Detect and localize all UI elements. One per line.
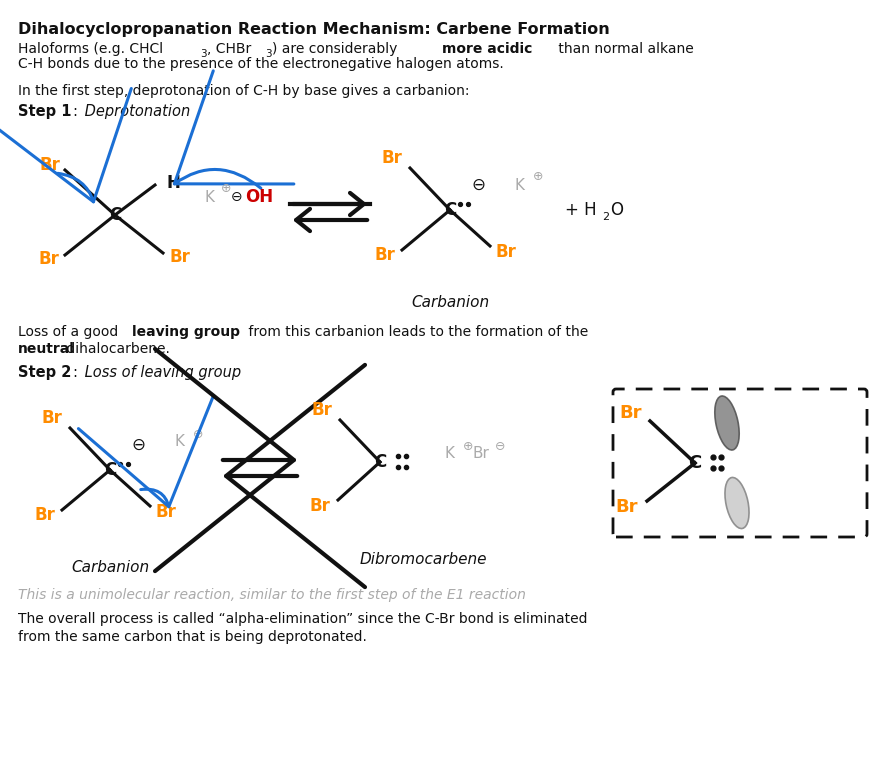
Text: C: C <box>104 461 116 479</box>
Text: This is a unimolecular reaction, similar to the first step of the E1 reaction: This is a unimolecular reaction, similar… <box>18 588 526 602</box>
Text: ⊕: ⊕ <box>533 170 543 184</box>
Text: OH: OH <box>245 188 273 206</box>
Text: Br: Br <box>34 506 56 524</box>
Text: from this carbanion leads to the formation of the: from this carbanion leads to the formati… <box>244 325 588 339</box>
Text: C: C <box>374 453 386 471</box>
Text: Br: Br <box>496 243 517 261</box>
Text: Br: Br <box>155 503 176 521</box>
Text: Br: Br <box>620 404 642 422</box>
Text: from the same carbon that is being deprotonated.: from the same carbon that is being depro… <box>18 630 367 644</box>
Text: Br: Br <box>382 149 402 167</box>
Text: Br: Br <box>616 498 639 516</box>
Text: ) are considerably: ) are considerably <box>272 42 401 56</box>
Text: C: C <box>444 201 456 219</box>
Text: Deprotonation: Deprotonation <box>80 104 191 119</box>
Text: 3: 3 <box>265 49 272 59</box>
Text: Step 2: Step 2 <box>18 365 71 380</box>
Text: ⊖: ⊖ <box>131 436 145 454</box>
Text: leaving group: leaving group <box>132 325 240 339</box>
Text: more acidic: more acidic <box>442 42 533 56</box>
Text: Carbanion: Carbanion <box>411 295 489 310</box>
Text: Dihalocyclopropanation Reaction Mechanism: Carbene Formation: Dihalocyclopropanation Reaction Mechanis… <box>18 22 609 37</box>
Text: ⊖: ⊖ <box>471 176 485 194</box>
Text: neutral: neutral <box>18 342 75 356</box>
Text: Br: Br <box>310 497 331 515</box>
Text: O: O <box>610 201 623 219</box>
Text: C: C <box>688 454 701 472</box>
Text: C: C <box>108 206 121 224</box>
Text: 2: 2 <box>602 212 609 222</box>
Text: ⊕: ⊕ <box>221 182 231 196</box>
Text: ⊕: ⊕ <box>193 428 204 440</box>
FancyBboxPatch shape <box>613 389 867 537</box>
Ellipse shape <box>714 396 739 450</box>
Ellipse shape <box>725 478 749 529</box>
Text: dihalocarbene.: dihalocarbene. <box>62 342 170 356</box>
Text: K: K <box>445 447 455 461</box>
Text: Br: Br <box>472 447 489 461</box>
Text: K: K <box>175 435 185 450</box>
Text: Loss of leaving group: Loss of leaving group <box>80 365 241 380</box>
Text: In the first step, deprotonation of C-H by base gives a carbanion:: In the first step, deprotonation of C-H … <box>18 84 469 98</box>
Text: , CHBr: , CHBr <box>207 42 251 56</box>
Text: K: K <box>205 189 215 205</box>
Text: ⊖: ⊖ <box>231 190 243 204</box>
Text: Carbanion: Carbanion <box>71 560 149 575</box>
Text: than normal alkane: than normal alkane <box>554 42 694 56</box>
Text: K: K <box>515 178 525 192</box>
Text: Br: Br <box>40 156 61 174</box>
Text: + H: + H <box>565 201 596 219</box>
Text: Loss of a good: Loss of a good <box>18 325 123 339</box>
Text: Dibromocarbene: Dibromocarbene <box>360 552 488 567</box>
Text: Step 1: Step 1 <box>18 104 71 119</box>
Text: H: H <box>166 174 180 192</box>
Text: :: : <box>72 365 77 380</box>
Text: Br: Br <box>311 401 333 419</box>
Text: :: : <box>72 104 77 119</box>
Text: 3: 3 <box>200 49 206 59</box>
Text: The overall process is called “alpha-elimination” since the C-Br bond is elimina: The overall process is called “alpha-eli… <box>18 612 587 626</box>
Text: Br: Br <box>39 250 59 268</box>
Text: ⊕: ⊕ <box>463 439 474 453</box>
Text: Br: Br <box>375 246 395 264</box>
Text: Haloforms (e.g. CHCl: Haloforms (e.g. CHCl <box>18 42 163 56</box>
Text: Br: Br <box>41 409 63 427</box>
Text: C-H bonds due to the presence of the electronegative halogen atoms.: C-H bonds due to the presence of the ele… <box>18 57 504 71</box>
Text: ⊖: ⊖ <box>495 439 505 453</box>
Text: Br: Br <box>169 248 191 266</box>
